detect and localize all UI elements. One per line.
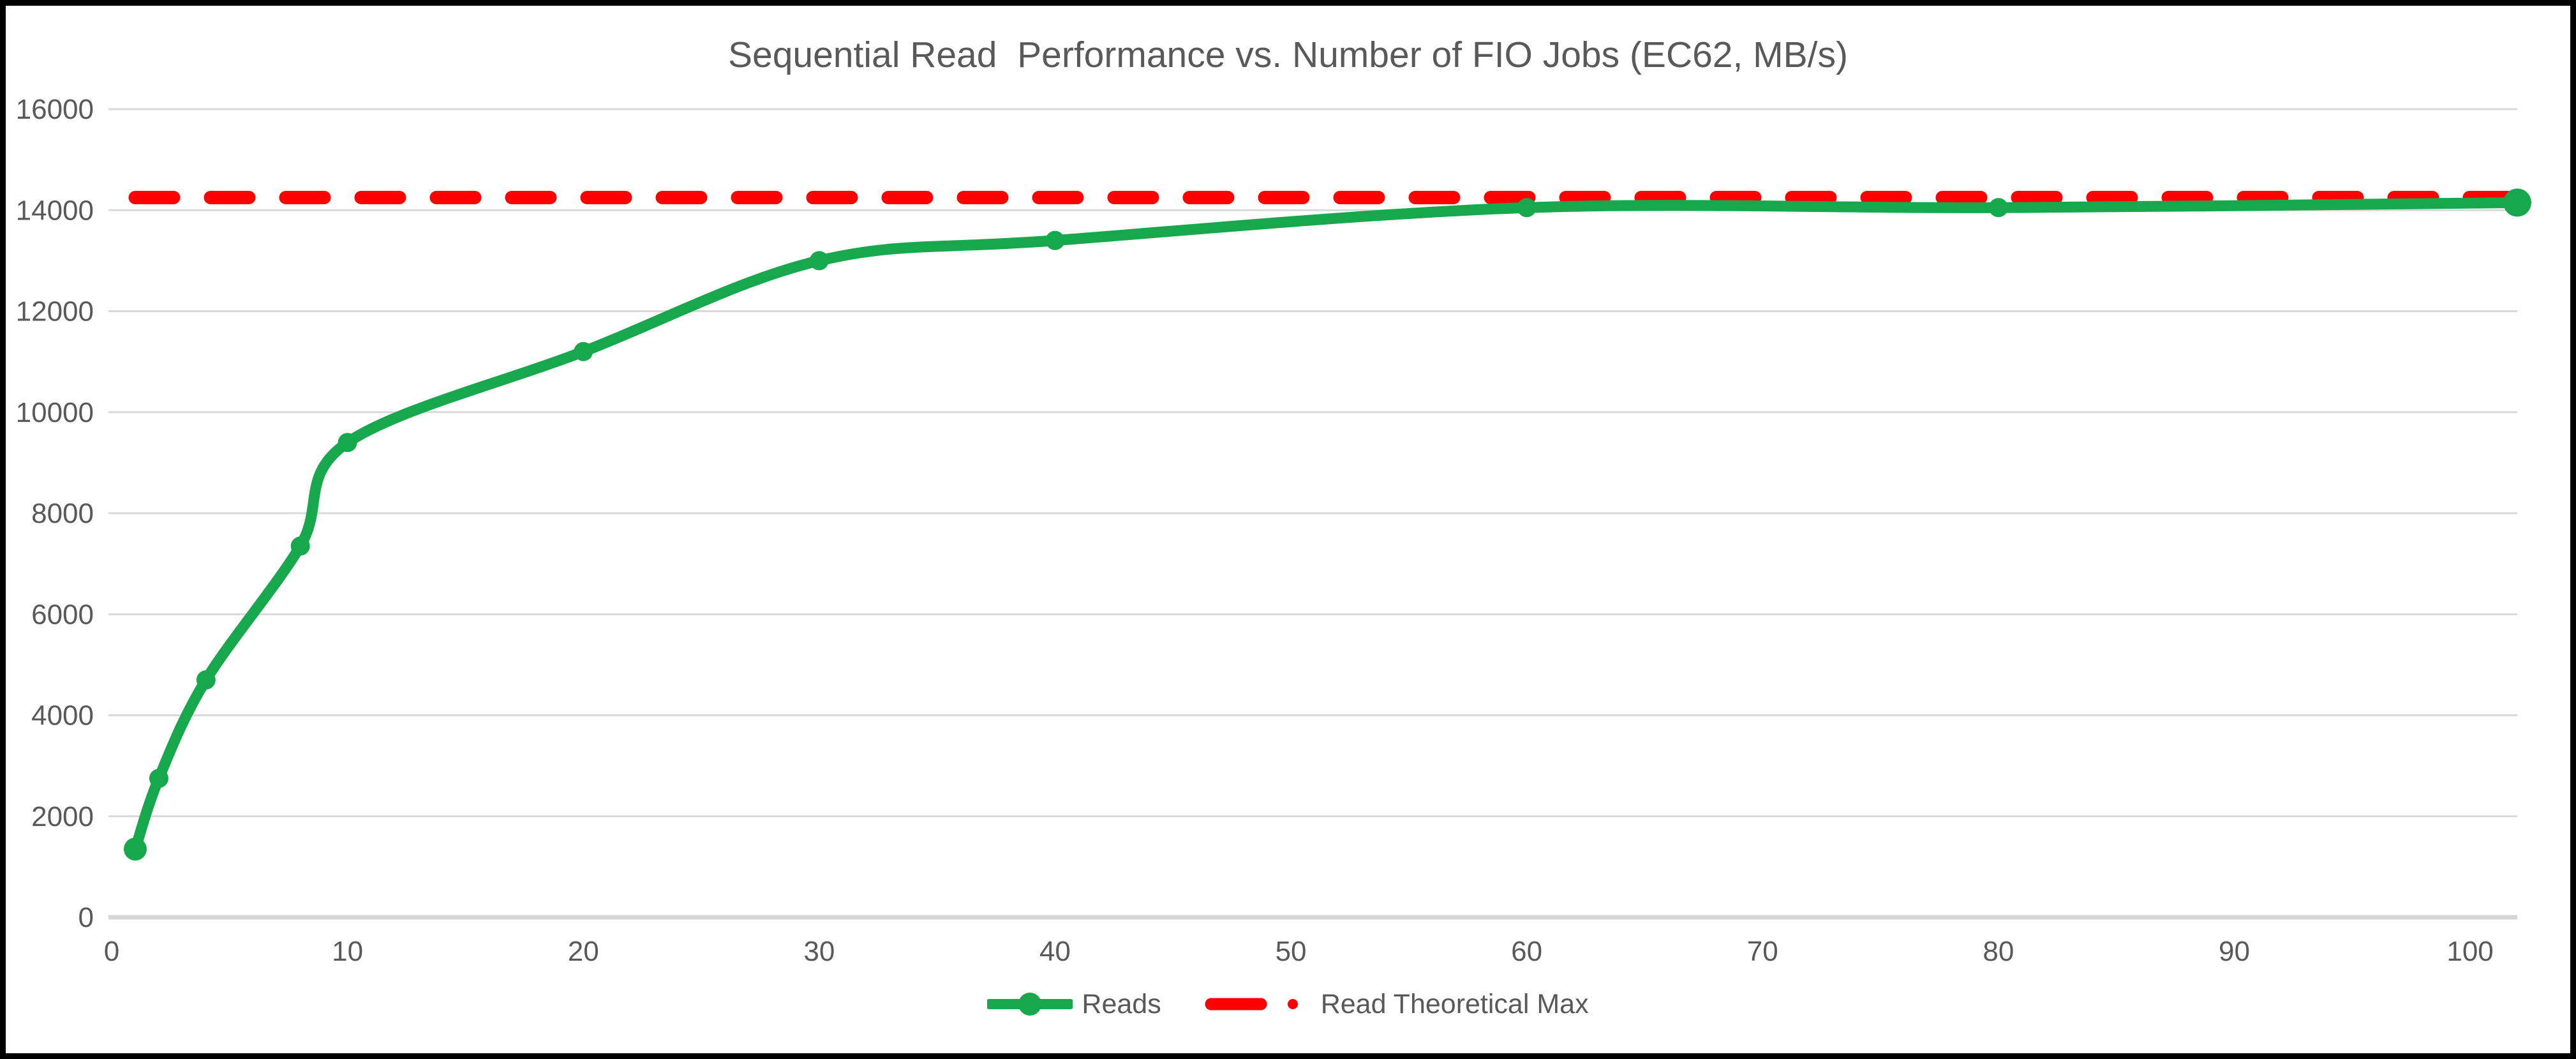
legend-label-theoretical-max: Read Theoretical Max	[1320, 988, 1589, 1019]
y-tick-label: 0	[78, 902, 94, 933]
y-tick-label: 12000	[16, 296, 94, 327]
data-point-marker	[1517, 198, 1537, 218]
x-tick-label: 70	[1747, 936, 1778, 967]
y-tick-label: 6000	[31, 599, 94, 630]
x-tick-label: 30	[803, 936, 835, 967]
y-tick-label: 8000	[31, 498, 94, 529]
legend: Reads Read Theoretical Max	[6, 988, 2570, 1021]
legend-item-theoretical-max: Read Theoretical Max	[1202, 988, 1589, 1021]
plot-svg: 0 2000 4000 6000 8000 10000 12000 14000 16000 0 10…	[16, 94, 2531, 967]
data-point-marker	[196, 670, 216, 690]
data-point-marker	[1988, 198, 2008, 218]
data-point-marker	[809, 251, 829, 271]
x-tick-label: 10	[332, 936, 363, 967]
x-tick-label: 90	[2219, 936, 2250, 967]
y-tick-label: 16000	[16, 94, 94, 125]
data-point-marker	[574, 342, 593, 361]
x-tick-label: 80	[1983, 936, 2014, 967]
data-point-marker	[290, 536, 310, 556]
x-tick-label: 60	[1511, 936, 1542, 967]
y-tick-label: 14000	[16, 195, 94, 226]
dashed-line-icon	[1205, 998, 1298, 1010]
y-tick-label: 4000	[31, 700, 94, 732]
legend-item-reads: Reads	[987, 988, 1161, 1021]
legend-label-reads: Reads	[1082, 988, 1161, 1019]
chart-title: Sequential Read Performance vs. Number o…	[727, 34, 1849, 75]
data-point-marker	[2503, 188, 2531, 217]
data-point-marker	[338, 433, 357, 453]
x-tick-label: 50	[1276, 936, 1307, 967]
data-point-marker	[149, 769, 168, 788]
reads-line-marker-icon	[987, 993, 1073, 1016]
data-point-marker	[123, 837, 147, 861]
data-point-marker	[1045, 230, 1065, 250]
x-tick-label: 0	[104, 936, 119, 967]
x-tick-label: 100	[2446, 936, 2493, 967]
y-tick-label: 10000	[16, 397, 94, 428]
reads-line	[130, 197, 2523, 855]
x-tick-label: 40	[1039, 936, 1071, 967]
y-tick-label: 2000	[31, 801, 94, 832]
x-tick-label: 20	[568, 936, 599, 967]
